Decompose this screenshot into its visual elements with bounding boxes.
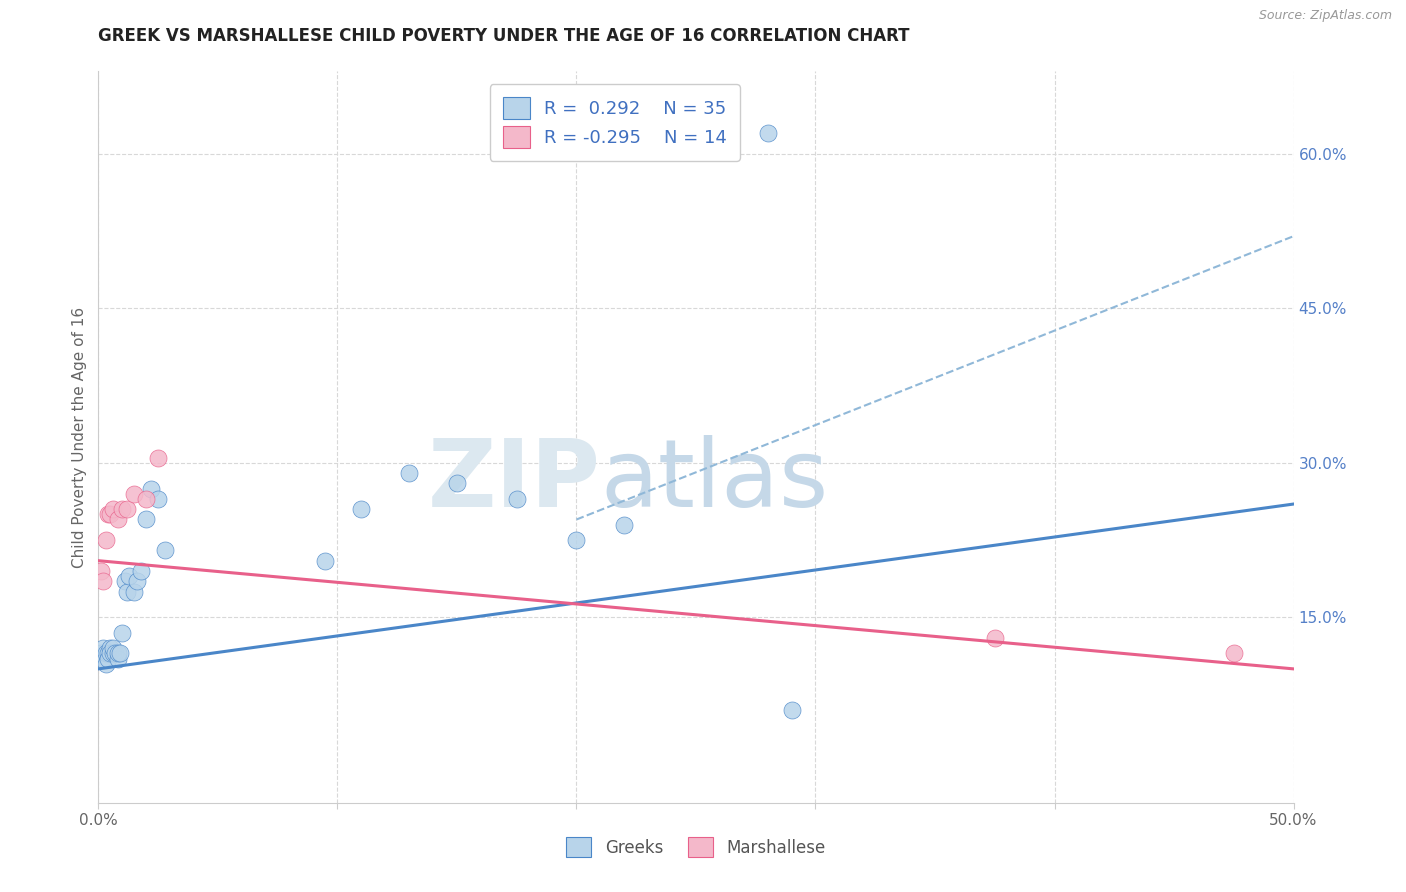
Point bbox=[155, 543, 177, 558]
Point bbox=[101, 641, 124, 656]
Point bbox=[114, 574, 136, 589]
Point bbox=[98, 508, 122, 522]
Text: Source: ZipAtlas.com: Source: ZipAtlas.com bbox=[1258, 9, 1392, 22]
Point bbox=[101, 502, 124, 516]
Text: GREEK VS MARSHALLESE CHILD POVERTY UNDER THE AGE OF 16 CORRELATION CHART: GREEK VS MARSHALLESE CHILD POVERTY UNDER… bbox=[98, 27, 910, 45]
Point bbox=[94, 657, 117, 671]
Point bbox=[111, 625, 134, 640]
Point bbox=[98, 641, 122, 656]
Point bbox=[506, 491, 529, 506]
Point bbox=[613, 517, 636, 532]
Point bbox=[101, 647, 124, 661]
Point bbox=[148, 491, 170, 506]
Point bbox=[315, 554, 337, 568]
Point bbox=[108, 647, 131, 661]
Point bbox=[124, 584, 146, 599]
Point bbox=[107, 651, 129, 665]
Point bbox=[1222, 647, 1246, 661]
Point bbox=[124, 487, 146, 501]
Point bbox=[148, 450, 170, 465]
Point bbox=[104, 647, 127, 661]
Y-axis label: Child Poverty Under the Age of 16: Child Poverty Under the Age of 16 bbox=[72, 307, 87, 567]
Point bbox=[91, 574, 114, 589]
Text: ZIP: ZIP bbox=[427, 435, 600, 527]
Point bbox=[90, 564, 112, 578]
Point bbox=[780, 703, 803, 717]
Point bbox=[94, 647, 117, 661]
Point bbox=[97, 647, 120, 661]
Point bbox=[398, 466, 420, 480]
Point bbox=[446, 476, 468, 491]
Point bbox=[135, 491, 157, 506]
Point bbox=[118, 569, 141, 583]
Point bbox=[111, 502, 134, 516]
Point bbox=[115, 584, 138, 599]
Legend: Greeks, Marshallese: Greeks, Marshallese bbox=[560, 830, 832, 864]
Point bbox=[107, 647, 129, 661]
Point bbox=[565, 533, 588, 547]
Point bbox=[756, 126, 779, 140]
Point bbox=[91, 641, 114, 656]
Point bbox=[94, 533, 117, 547]
Point bbox=[115, 502, 138, 516]
Point bbox=[97, 508, 120, 522]
Point bbox=[91, 651, 114, 665]
Point bbox=[350, 502, 373, 516]
Point bbox=[90, 647, 112, 661]
Point bbox=[139, 482, 162, 496]
Text: atlas: atlas bbox=[600, 435, 828, 527]
Point bbox=[125, 574, 148, 589]
Point bbox=[98, 647, 122, 661]
Point bbox=[131, 564, 153, 578]
Point bbox=[135, 512, 157, 526]
Point bbox=[107, 512, 129, 526]
Point bbox=[984, 631, 1007, 645]
Point bbox=[97, 651, 120, 665]
